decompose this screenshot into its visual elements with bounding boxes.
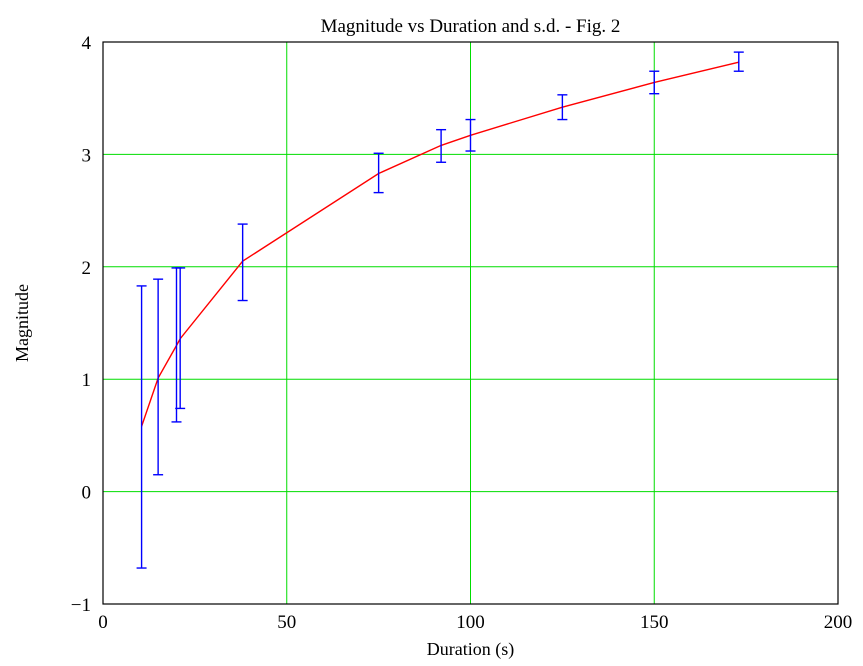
x-axis-label: Duration (s) bbox=[427, 639, 514, 660]
x-tick-label: 150 bbox=[640, 612, 669, 633]
error-bar bbox=[237, 223, 248, 302]
y-tick-label: 2 bbox=[82, 258, 92, 279]
x-tick-label: 50 bbox=[277, 612, 296, 633]
error-bar bbox=[153, 278, 164, 476]
error-bar bbox=[373, 152, 384, 194]
error-bar bbox=[649, 70, 660, 95]
y-tick-label: 1 bbox=[82, 370, 92, 391]
y-axis-label: Magnitude bbox=[12, 284, 32, 362]
series-layer bbox=[136, 51, 744, 569]
error-bar bbox=[136, 285, 147, 569]
y-tick-label: 3 bbox=[82, 145, 92, 166]
x-tick-label: 100 bbox=[456, 612, 485, 633]
tick-labels: 0 50 100 150 200 −1 0 1 2 3 4 bbox=[71, 33, 852, 633]
x-tick-label: 0 bbox=[98, 612, 108, 633]
error-bar bbox=[465, 118, 476, 152]
error-bar bbox=[557, 94, 568, 121]
error-bar bbox=[436, 128, 447, 163]
series-line bbox=[140, 61, 739, 427]
y-tick-label: 0 bbox=[82, 483, 92, 504]
error-bar bbox=[175, 267, 186, 410]
y-tick-label: 4 bbox=[82, 33, 92, 54]
plot-frame bbox=[102, 41, 839, 605]
y-tick-label: −1 bbox=[71, 595, 91, 616]
error-bar bbox=[733, 51, 744, 72]
x-tick-label: 200 bbox=[824, 612, 853, 633]
chart-title: Magnitude vs Duration and s.d. - Fig. 2 bbox=[321, 16, 621, 37]
